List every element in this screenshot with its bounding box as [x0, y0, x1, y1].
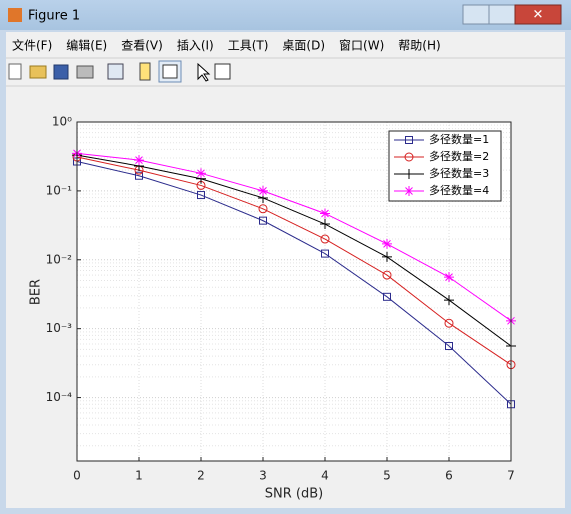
minimize-button[interactable]	[462, 4, 490, 25]
series-line	[76, 156, 512, 366]
data-point	[134, 155, 144, 166]
y-tick-label: 10⁻⁴	[46, 390, 73, 404]
legend-marker	[404, 169, 414, 179]
save-icon[interactable]	[53, 64, 69, 80]
maximize-button[interactable]	[488, 4, 516, 25]
y-axis-label: BER	[29, 279, 44, 305]
menu-item[interactable]: 工具(T)	[228, 39, 269, 53]
menu-item[interactable]: 编辑(E)	[66, 38, 107, 53]
new-icon[interactable]	[8, 63, 22, 80]
legend-marker	[405, 136, 413, 144]
y-tick-label: 10⁰	[52, 115, 72, 129]
y-tick-label: 10⁻²	[46, 252, 73, 266]
menu-bar: 文件(F) 编辑(E) 查看(V) 插入(I) 工具(T) 桌面(D) 窗口(W) 帮助(H)	[12, 38, 441, 53]
axes-box	[76, 121, 512, 462]
data-point	[444, 272, 454, 283]
colorbar-icon[interactable]	[139, 62, 151, 81]
data-point	[444, 318, 454, 328]
data-point	[135, 171, 143, 180]
axes: 0 1 2 3 4 5 6 7 10⁻⁴ 10⁻³ 10⁻² 10⁻¹ 10⁰	[46, 115, 516, 483]
close-icon: ✕	[533, 8, 544, 23]
menu-item[interactable]: 查看(V)	[121, 39, 163, 53]
data-point	[258, 204, 268, 214]
menu-item[interactable]: 文件(F)	[12, 38, 52, 53]
data-point	[382, 251, 392, 262]
legend-label: 多径数量=3	[429, 166, 489, 180]
app-icon	[8, 8, 22, 22]
x-tick-label: 1	[135, 469, 143, 483]
property-icon[interactable]	[214, 63, 231, 80]
open-icon[interactable]	[29, 65, 47, 79]
x-tick-label: 0	[73, 469, 81, 483]
data-point	[258, 185, 268, 196]
x-tick-label: 7	[507, 469, 515, 483]
legend-icon	[162, 64, 178, 79]
toolbar	[8, 60, 231, 83]
link-icon[interactable]	[107, 63, 124, 80]
x-tick-label: 3	[259, 469, 267, 483]
x-tick-label: 5	[383, 469, 391, 483]
legend-marker	[404, 152, 414, 162]
data-point	[320, 208, 330, 219]
print-icon[interactable]	[76, 65, 94, 79]
menu-item[interactable]: 帮助(H)	[398, 39, 440, 53]
data-point	[259, 216, 267, 225]
data-point	[321, 249, 329, 258]
x-tick-label: 6	[445, 469, 453, 483]
data-point	[320, 219, 330, 230]
data-point	[382, 238, 392, 249]
menu-item[interactable]: 桌面(D)	[282, 39, 325, 53]
x-axis-label: SNR (dB)	[265, 487, 323, 502]
data-point	[382, 270, 392, 280]
menu-item[interactable]: 窗口(W)	[339, 39, 384, 53]
x-tick-label: 4	[321, 469, 329, 483]
pointer-icon[interactable]	[197, 62, 211, 82]
data-point	[445, 342, 453, 351]
data-point	[197, 191, 205, 200]
legend-label: 多径数量=4	[429, 183, 489, 197]
menu-item[interactable]: 插入(I)	[177, 39, 214, 53]
close-button[interactable]	[514, 4, 562, 25]
y-tick-label: 10⁻³	[46, 321, 73, 335]
window-title: Figure 1	[28, 9, 80, 24]
legend: 多径数量=1 多径数量=2 多径数量=3 多径数量=4	[388, 130, 502, 202]
data-point	[444, 295, 454, 306]
data-point	[383, 292, 391, 301]
legend-label: 多径数量=2	[429, 149, 489, 163]
legend-marker	[404, 186, 414, 196]
series-line	[76, 152, 512, 322]
y-tick-label: 10⁻¹	[46, 183, 73, 197]
series-line	[76, 154, 512, 347]
data-point	[320, 234, 330, 244]
data-point	[196, 168, 206, 179]
x-tick-label: 2	[197, 469, 205, 483]
series-line	[76, 161, 512, 405]
legend-label: 多径数量=1	[429, 132, 489, 146]
